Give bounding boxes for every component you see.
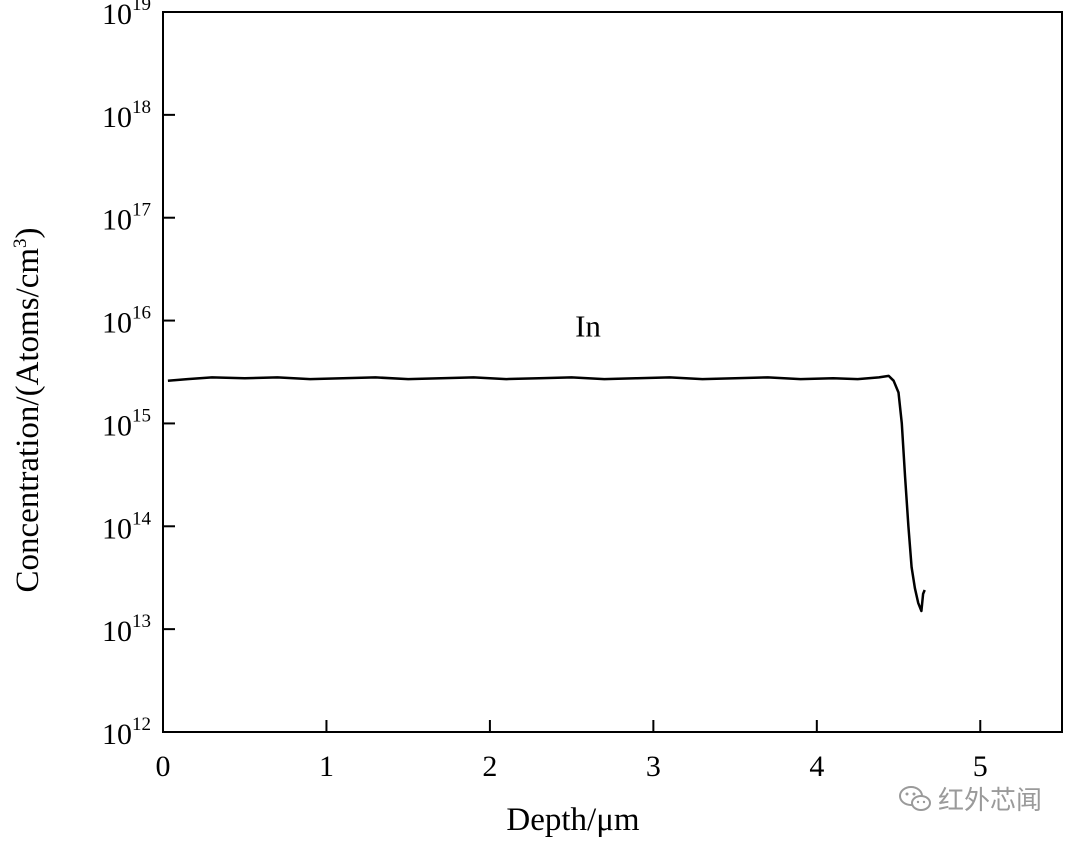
x-tick-label: 2: [482, 750, 497, 783]
series-layer: [167, 374, 926, 613]
x-tick-label: 1: [319, 750, 334, 783]
y-axis-ticks: 1012 1013 1014 1015 1016 1017 1018 1019: [102, 0, 175, 751]
y-tick-label: 1019: [102, 0, 151, 31]
watermark-text: 红外芯闻: [938, 786, 1043, 816]
y-tick-label: 1016: [102, 303, 151, 340]
wechat-icon: [899, 785, 931, 811]
annotation-layer: In: [575, 309, 601, 344]
y-tick-label: 1017: [102, 200, 151, 237]
y-axis-title: Concentration/(Atoms/cm3): [10, 227, 46, 592]
y-tick-label: 1014: [102, 508, 152, 545]
x-tick-label: 4: [809, 750, 824, 783]
series-annotation: In: [575, 309, 601, 344]
x-axis-ticks: 0 1 2 3 4 5: [156, 720, 988, 783]
x-tick-label: 5: [973, 750, 988, 783]
x-tick-label: 3: [646, 750, 661, 783]
series-line-in: [167, 374, 926, 613]
y-tick-label: 1015: [102, 405, 151, 442]
x-tick-label: 0: [156, 750, 171, 783]
y-tick-label: 1012: [102, 714, 151, 751]
y-tick-label: 1018: [102, 97, 151, 134]
y-tick-label: 1013: [102, 611, 151, 648]
watermark: 红外芯闻: [898, 780, 1042, 817]
x-axis-title: Depth/μm: [506, 802, 640, 838]
plot-frame: [162, 11, 1063, 733]
